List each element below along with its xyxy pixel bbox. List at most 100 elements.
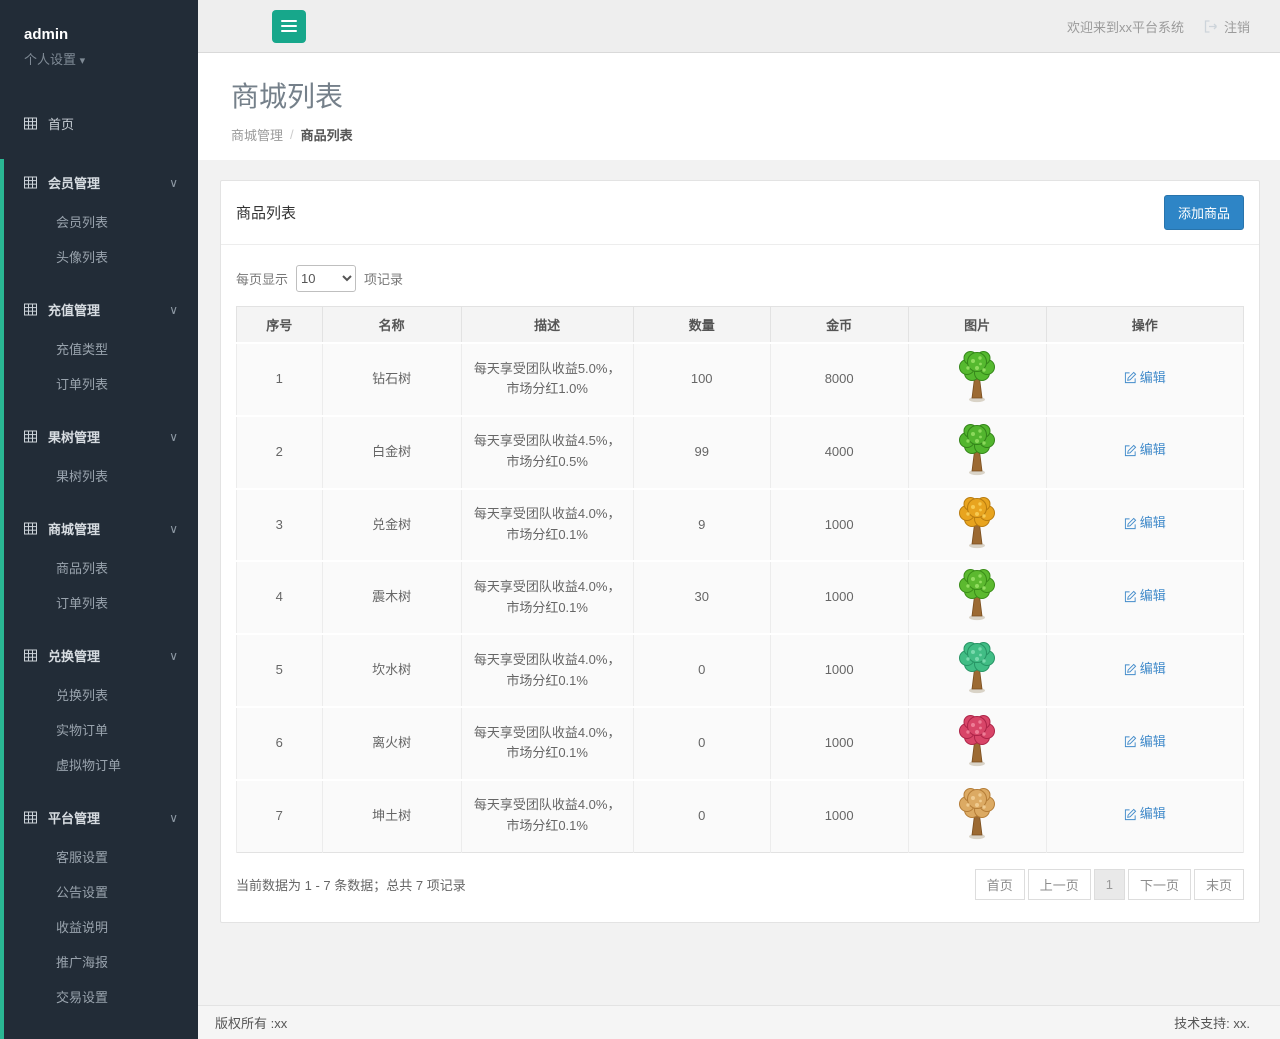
- page-number-button[interactable]: 1: [1093, 868, 1125, 900]
- table-row: 6 离火树 每天享受团队收益4.0%，市场分红0.1% 0 1000 编辑: [236, 705, 1245, 780]
- footer: 版权所有 :xx 技术支持: xx.: [198, 1005, 1280, 1039]
- sidebar-subitem[interactable]: 商品列表: [56, 561, 109, 576]
- cell-image: [907, 414, 1047, 489]
- sidebar-subitem[interactable]: 订单列表: [56, 377, 109, 392]
- cell-quantity: 9: [632, 487, 771, 562]
- edit-label: 编辑: [1139, 442, 1166, 458]
- edit-icon: [1124, 663, 1137, 676]
- menu-grid-icon: [24, 430, 37, 443]
- sidebar-section[interactable]: 商城管理 ∨: [4, 509, 198, 548]
- sidebar-submenu: 充值类型 订单列表: [4, 329, 198, 417]
- sidebar-subitem[interactable]: 兑换列表: [56, 688, 109, 703]
- breadcrumb-parent[interactable]: 商城管理: [231, 128, 284, 143]
- edit-link[interactable]: 编辑: [1124, 732, 1166, 753]
- menu-grid-icon: [24, 649, 37, 662]
- table-row: 7 坤土树 每天享受团队收益4.0%，市场分红0.1% 0 1000 编辑: [236, 778, 1245, 853]
- cell-description: 每天享受团队收益4.0%，市场分红0.1%: [460, 487, 634, 562]
- cell-name: 离火树: [321, 705, 462, 780]
- cell-image: [907, 633, 1047, 707]
- cell-actions: 编辑: [1045, 705, 1245, 780]
- add-goods-button[interactable]: 添加商品: [1163, 195, 1244, 230]
- cell-description: 每天享受团队收益4.0%，市场分红0.1%: [460, 705, 634, 780]
- sidebar-section-label: 果树管理: [48, 430, 101, 445]
- table-row: 4 震木树 每天享受团队收益4.0%，市场分红0.1% 30 1000 编辑: [236, 560, 1245, 635]
- sidebar-nav: 首页 会员管理 ∨ 会员列表 头像列表 充值管理 ∨ 充值类型 订单列表 果树管理 ∨ 果树列表 商城…: [0, 104, 198, 1039]
- sidebar-item-home[interactable]: 首页: [0, 104, 198, 143]
- hamburger-icon: [281, 20, 297, 22]
- cell-name: 白金树: [321, 414, 462, 489]
- column-header: 名称: [321, 306, 462, 344]
- page-size-control: 每页显示 10 项记录: [236, 265, 1244, 292]
- cell-actions: 编辑: [1045, 778, 1245, 853]
- logout-icon: [1204, 19, 1218, 33]
- breadcrumb-separator: /: [290, 127, 294, 142]
- sidebar-subitem[interactable]: 客服设置: [56, 850, 109, 865]
- sidebar-subitem[interactable]: 头像列表: [56, 250, 109, 265]
- sidebar-subitem[interactable]: 订单列表: [56, 596, 109, 611]
- sidebar-subitem[interactable]: 果树列表: [56, 469, 109, 484]
- chevron-down-icon: ∨: [169, 429, 178, 444]
- sidebar-section[interactable]: 充值管理 ∨: [4, 290, 198, 329]
- edit-icon: [1124, 735, 1137, 748]
- menu-grid-icon: [24, 522, 37, 535]
- table-row: 5 坎水树 每天享受团队收益4.0%，市场分红0.1% 0 1000 编辑: [236, 633, 1245, 707]
- chevron-down-icon: ∨: [169, 810, 178, 825]
- sidebar-subitem[interactable]: 公告设置: [56, 885, 109, 900]
- sidebar-home-label: 首页: [48, 117, 75, 132]
- sidebar-toggle-button[interactable]: [272, 9, 306, 43]
- tree-image: [959, 423, 996, 475]
- sidebar-subitem[interactable]: 交易设置: [56, 990, 109, 1005]
- goods-panel: 商品列表 添加商品 每页显示 10 项记录 序号 名称 描述 数量 金币 图片 操作 1 钻石…: [220, 180, 1260, 923]
- edit-icon: [1124, 517, 1137, 530]
- edit-link[interactable]: 编辑: [1124, 659, 1166, 680]
- cell-name: 坎水树: [321, 633, 462, 707]
- sidebar-section[interactable]: 果树管理 ∨: [4, 417, 198, 456]
- caret-down-icon: ▾: [79, 55, 86, 67]
- pagination-button[interactable]: 首页: [974, 868, 1025, 900]
- cell-actions: 编辑: [1045, 633, 1245, 707]
- page-header: 商城列表 商城管理 / 商品列表: [198, 53, 1280, 160]
- chevron-down-icon: ∨: [169, 175, 178, 190]
- sidebar-section[interactable]: 平台管理 ∨: [4, 798, 198, 837]
- tree-image: [959, 642, 996, 694]
- edit-link[interactable]: 编辑: [1124, 586, 1166, 607]
- user-settings-dropdown[interactable]: 个人设置 ▾: [24, 49, 174, 68]
- sidebar-subitem[interactable]: 会员列表: [56, 215, 109, 230]
- cell-name: 震木树: [321, 560, 462, 635]
- edit-icon: [1124, 808, 1137, 821]
- edit-link[interactable]: 编辑: [1124, 804, 1166, 825]
- breadcrumb-current: 商品列表: [300, 128, 353, 143]
- table-row: 2 白金树 每天享受团队收益4.5%，市场分红0.5% 99 4000 编辑: [236, 414, 1245, 489]
- copyright-text: 版权所有 :xx: [215, 1016, 288, 1031]
- page-title: 商城列表: [231, 81, 344, 112]
- logout-label: 注销: [1223, 19, 1250, 35]
- edit-link[interactable]: 编辑: [1124, 440, 1166, 461]
- panel-header: 商品列表 添加商品: [221, 181, 1259, 245]
- sidebar-subitem[interactable]: 实物订单: [56, 723, 109, 738]
- cell-coins: 1000: [769, 560, 909, 635]
- sidebar-subitem[interactable]: 虚拟物订单: [56, 758, 122, 773]
- pagination-button[interactable]: 上一页: [1027, 868, 1091, 900]
- sidebar-subitem[interactable]: 收益说明: [56, 920, 109, 935]
- pagination-button[interactable]: 末页: [1193, 868, 1244, 900]
- logout-link[interactable]: 注销: [1204, 17, 1250, 36]
- sidebar-subitem[interactable]: 推广海报: [56, 955, 109, 970]
- column-header: 数量: [632, 306, 771, 344]
- edit-label: 编辑: [1139, 806, 1166, 822]
- table-row: 3 兑金树 每天享受团队收益4.0%，市场分红0.1% 9 1000 编辑: [236, 487, 1245, 562]
- pagination-button[interactable]: 下一页: [1127, 868, 1191, 900]
- edit-link[interactable]: 编辑: [1124, 368, 1166, 389]
- user-settings-label: 个人设置: [24, 52, 77, 67]
- column-header: 操作: [1045, 306, 1245, 344]
- sidebar-subitem[interactable]: 充值类型: [56, 342, 109, 357]
- edit-link[interactable]: 编辑: [1124, 513, 1166, 534]
- page-size-select[interactable]: 10: [296, 265, 357, 292]
- cell-coins: 8000: [769, 342, 909, 416]
- edit-icon: [1124, 371, 1137, 384]
- sidebar-section[interactable]: 会员管理 ∨: [4, 163, 198, 202]
- edit-label: 编辑: [1139, 660, 1166, 676]
- cell-name: 钻石树: [321, 342, 462, 416]
- sidebar-section[interactable]: 兑换管理 ∨: [4, 636, 198, 675]
- sidebar: admin 个人设置 ▾ 首页 会员管理 ∨ 会员列表 头像列表 充值管理 ∨ 充值类型 订单…: [0, 0, 198, 1039]
- edit-label: 编辑: [1139, 515, 1166, 531]
